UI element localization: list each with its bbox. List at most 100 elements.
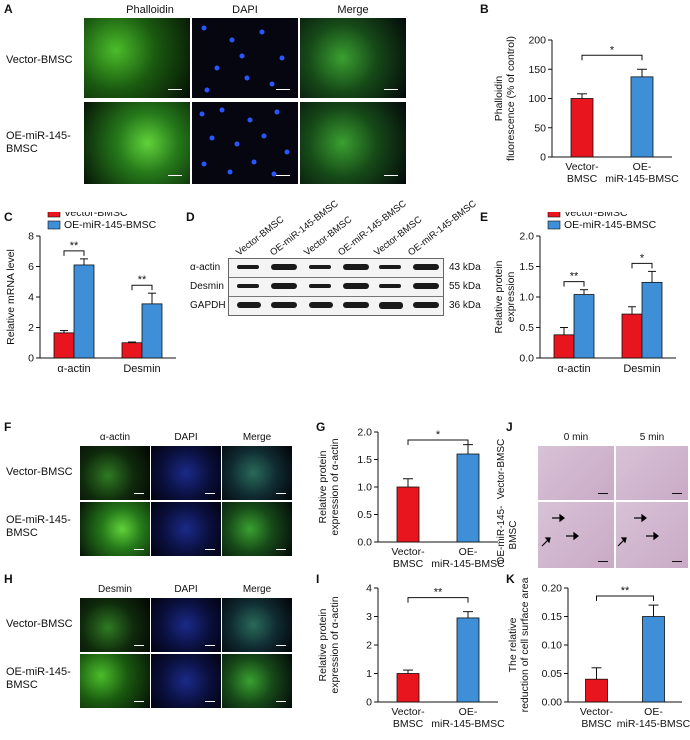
micrograph-dapi-vector (192, 18, 298, 98)
blot-bands (229, 264, 443, 309)
micrograph-merge-vector (300, 18, 406, 98)
bar (53, 332, 75, 359)
significance-bracket (563, 281, 585, 287)
y-tick-label: 0 (366, 697, 372, 709)
row-label-vector: Vector-BMSC (6, 54, 73, 66)
x-tick-label: OE- (459, 546, 478, 558)
y-tick-label: 50 (534, 122, 546, 134)
y-tick-label: 0.05 (542, 668, 563, 680)
y-tick-label: 4 (366, 583, 372, 595)
legend-label: Vector-BMSC (564, 212, 628, 219)
x-tick-label: OE- (644, 706, 663, 718)
y-tick-label: 1.5 (357, 454, 372, 466)
y-tick-label: 0.10 (542, 640, 563, 652)
col-label-dapi: DAPI (232, 4, 258, 16)
panel-label-b: B (480, 2, 489, 16)
band-size-desmin: 55 kDa (449, 281, 481, 292)
x-tick-label: miR-145-BMSC (431, 718, 505, 730)
y-tick-label: 0.20 (542, 583, 563, 595)
x-tick-label: α-actin (57, 363, 90, 375)
significance-label: * (436, 429, 441, 441)
nuclei-dots (199, 107, 290, 177)
band-size-actin: 43 kDa (449, 262, 481, 273)
band-label-desmin: Desmin (190, 281, 224, 292)
chart-i: 0 1 2 3 4 Relative proteinexpression of α-act… (317, 583, 505, 731)
y-tick-label: 200 (528, 35, 546, 47)
x-tick-label: Desmin (623, 363, 660, 375)
x-tick-label: Vector- (391, 546, 425, 558)
micrograph-actin-oe (80, 502, 150, 556)
significance-bracket (596, 595, 654, 601)
significance-label: * (610, 44, 615, 56)
y-axis-title: Relative proteinexpression (493, 260, 517, 333)
micrograph-actin-vector (80, 446, 150, 500)
band-label-actin: α-actin (190, 262, 221, 273)
micrograph-phalloidin-oe (84, 102, 190, 184)
x-tick-label: Vector- (565, 161, 599, 173)
col-label-merge: Merge (242, 432, 272, 443)
bar (553, 334, 575, 359)
row-label-oe: OE-miR-145-BMSC (6, 130, 71, 155)
x-tick-label: miR-145-BMSC (617, 718, 690, 730)
col-label-dapi: DAPI (174, 432, 198, 443)
bar (621, 313, 643, 359)
y-tick-label: 2.0 (519, 231, 534, 243)
x-tick-label: Vector- (580, 706, 614, 718)
lane-label: OE-miR-145-BMSC (406, 200, 479, 258)
y-tick-label: 4 (28, 292, 34, 304)
bar (141, 303, 163, 359)
significance-bracket (131, 284, 153, 291)
col-label-phalloidin: Phalloidin (126, 4, 174, 16)
micrograph-oe-5min (616, 502, 688, 568)
x-tick-label: miR-145-BMSC (431, 558, 505, 570)
significance-label: ** (434, 587, 443, 599)
significance-bracket (581, 54, 643, 61)
micrograph-oe-0min (538, 502, 614, 568)
bar (585, 678, 608, 703)
y-tick-label: 0 (540, 152, 546, 164)
y-tick-label: 0.0 (519, 353, 534, 365)
bar (641, 281, 663, 359)
y-tick-label: 1.0 (357, 482, 372, 494)
bar (396, 486, 420, 543)
x-tick-label: BMSC (393, 558, 424, 570)
bar (630, 76, 654, 158)
x-tick-label: OE- (633, 161, 652, 173)
y-tick-label: 1 (366, 668, 372, 680)
y-tick-label: 3 (366, 611, 372, 623)
y-axis-title: Relative mRNA level (5, 249, 17, 345)
col-label-merge: Merge (337, 4, 369, 16)
panel-label-d: D (186, 210, 195, 224)
micrograph-merge-oe (300, 102, 406, 184)
col-label-dapi: DAPI (174, 584, 198, 595)
x-tick-label: BMSC (581, 718, 612, 730)
x-tick-label: α-actin (557, 363, 590, 375)
micrograph-dapi-oe (192, 102, 298, 184)
band-label-gapdh: GAPDH (190, 300, 226, 311)
x-tick-label: OE- (459, 706, 478, 718)
panel-label-j: J (506, 420, 513, 434)
legend-label: OE-miR-145-BMSC (64, 219, 157, 231)
arrow-markers (617, 513, 659, 547)
y-tick-label: 0.0 (357, 537, 372, 549)
micrograph-phalloidin-vector (84, 18, 190, 98)
nuclei-dots (201, 25, 285, 93)
y-axis-title: The relativereduction of cell surface ar… (507, 577, 531, 712)
y-axis-title: Relative proteinexpression of α-actin (317, 438, 341, 535)
micrograph-dapi-vector (151, 446, 221, 500)
row-label-vector: Vector-BMSC (6, 618, 73, 630)
y-tick-label: 6 (28, 261, 34, 273)
col-label-5min: 5 min (639, 432, 665, 443)
row-label-vector: Vector-BMSC (6, 466, 73, 478)
y-tick-label: 2 (28, 322, 34, 334)
micrograph-dapi-oe (151, 654, 221, 708)
legend-label: Vector-BMSC (64, 212, 128, 219)
arrow-markers (541, 513, 579, 547)
significance-label: ** (621, 585, 630, 597)
legend-swatch (47, 220, 61, 230)
bar (121, 342, 143, 359)
x-tick-label: Desmin (123, 363, 160, 375)
bar (396, 673, 420, 703)
chart-g: 0.0 0.5 1.0 1.5 2.0 Relative proteinexpressio… (317, 427, 505, 571)
bar (570, 98, 594, 158)
